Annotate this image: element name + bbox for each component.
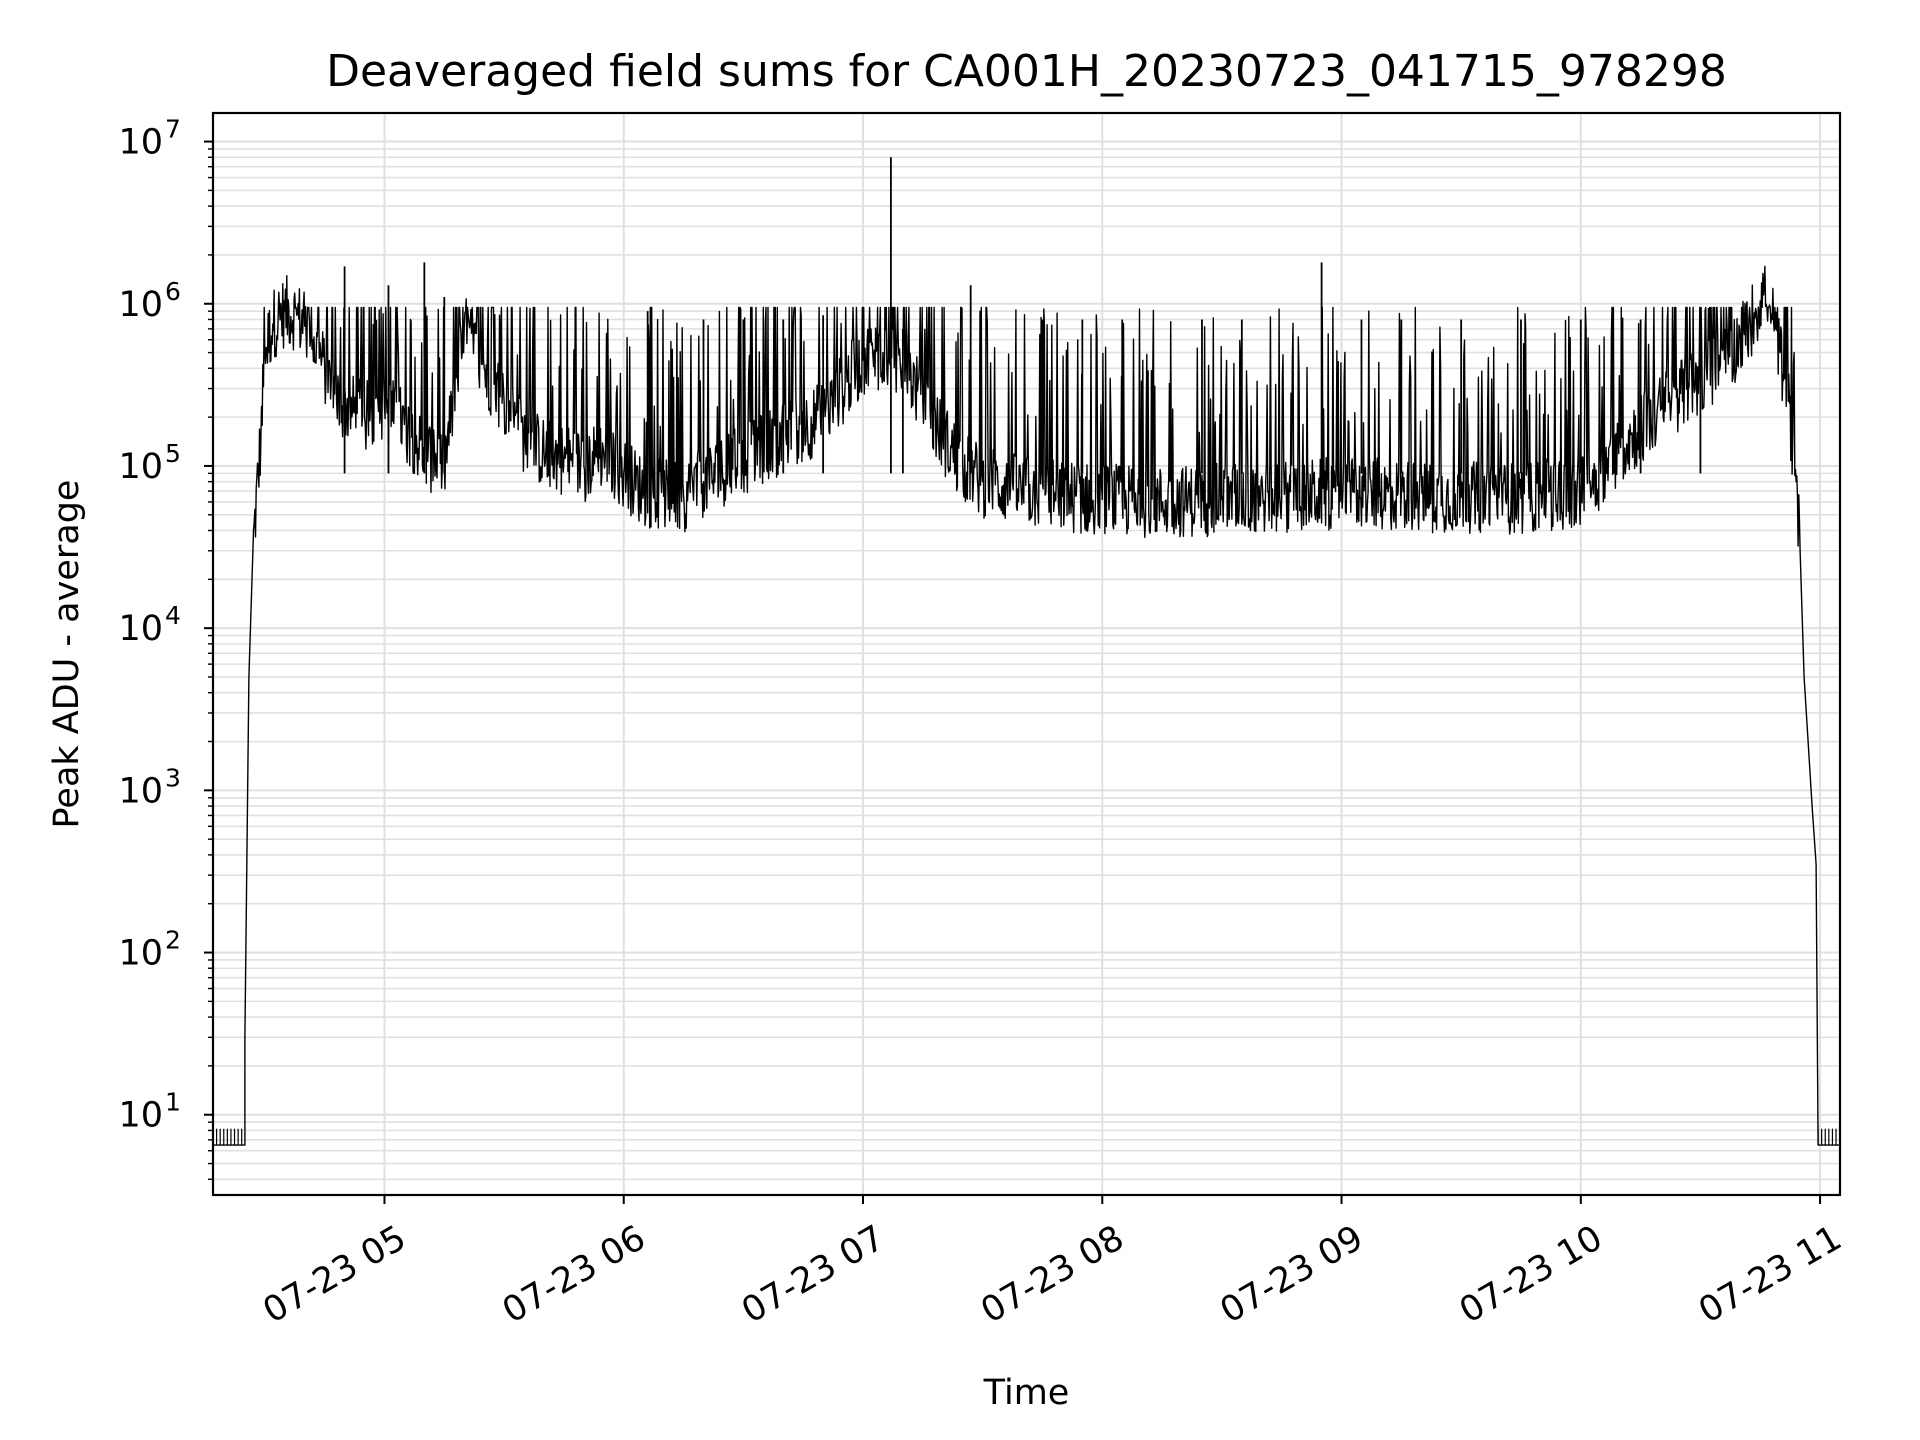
plot-frame	[211, 111, 1842, 1197]
y-tick-base: 10	[118, 1096, 163, 1136]
y-tick-base: 10	[118, 447, 163, 487]
y-tick-exponent: 6	[165, 277, 181, 306]
y-tick-base: 10	[118, 123, 163, 163]
y-tick-label: 10	[118, 123, 163, 163]
y-tick-exponent: 5	[165, 439, 181, 468]
y-tick-base: 10	[118, 609, 163, 649]
series-line	[213, 265, 1840, 1146]
y-tick-label: 10	[118, 934, 163, 974]
chart-title: Deaveraged field sums for CA001H_2023072…	[326, 46, 1727, 97]
y-tick-label: 10	[118, 609, 163, 649]
y-tick-base: 10	[118, 934, 163, 974]
y-tick-label: 10	[118, 1096, 163, 1136]
y-tick-exponent: 7	[165, 115, 181, 144]
y-tick-base: 10	[118, 771, 163, 811]
y-tick-exponent: 4	[165, 601, 181, 630]
x-axis-label: Time	[983, 1373, 1070, 1413]
y-tick-label: 10	[118, 447, 163, 487]
y-tick-base: 10	[118, 285, 163, 325]
y-axis-label: Peak ADU - average	[47, 480, 87, 829]
y-tick-exponent: 3	[165, 763, 181, 792]
y-tick-label: 10	[118, 285, 163, 325]
y-tick-label: 10	[118, 771, 163, 811]
series-layer	[212, 157, 1841, 1146]
y-tick-exponent: 2	[165, 926, 181, 955]
y-tick-exponent: 1	[165, 1088, 181, 1117]
